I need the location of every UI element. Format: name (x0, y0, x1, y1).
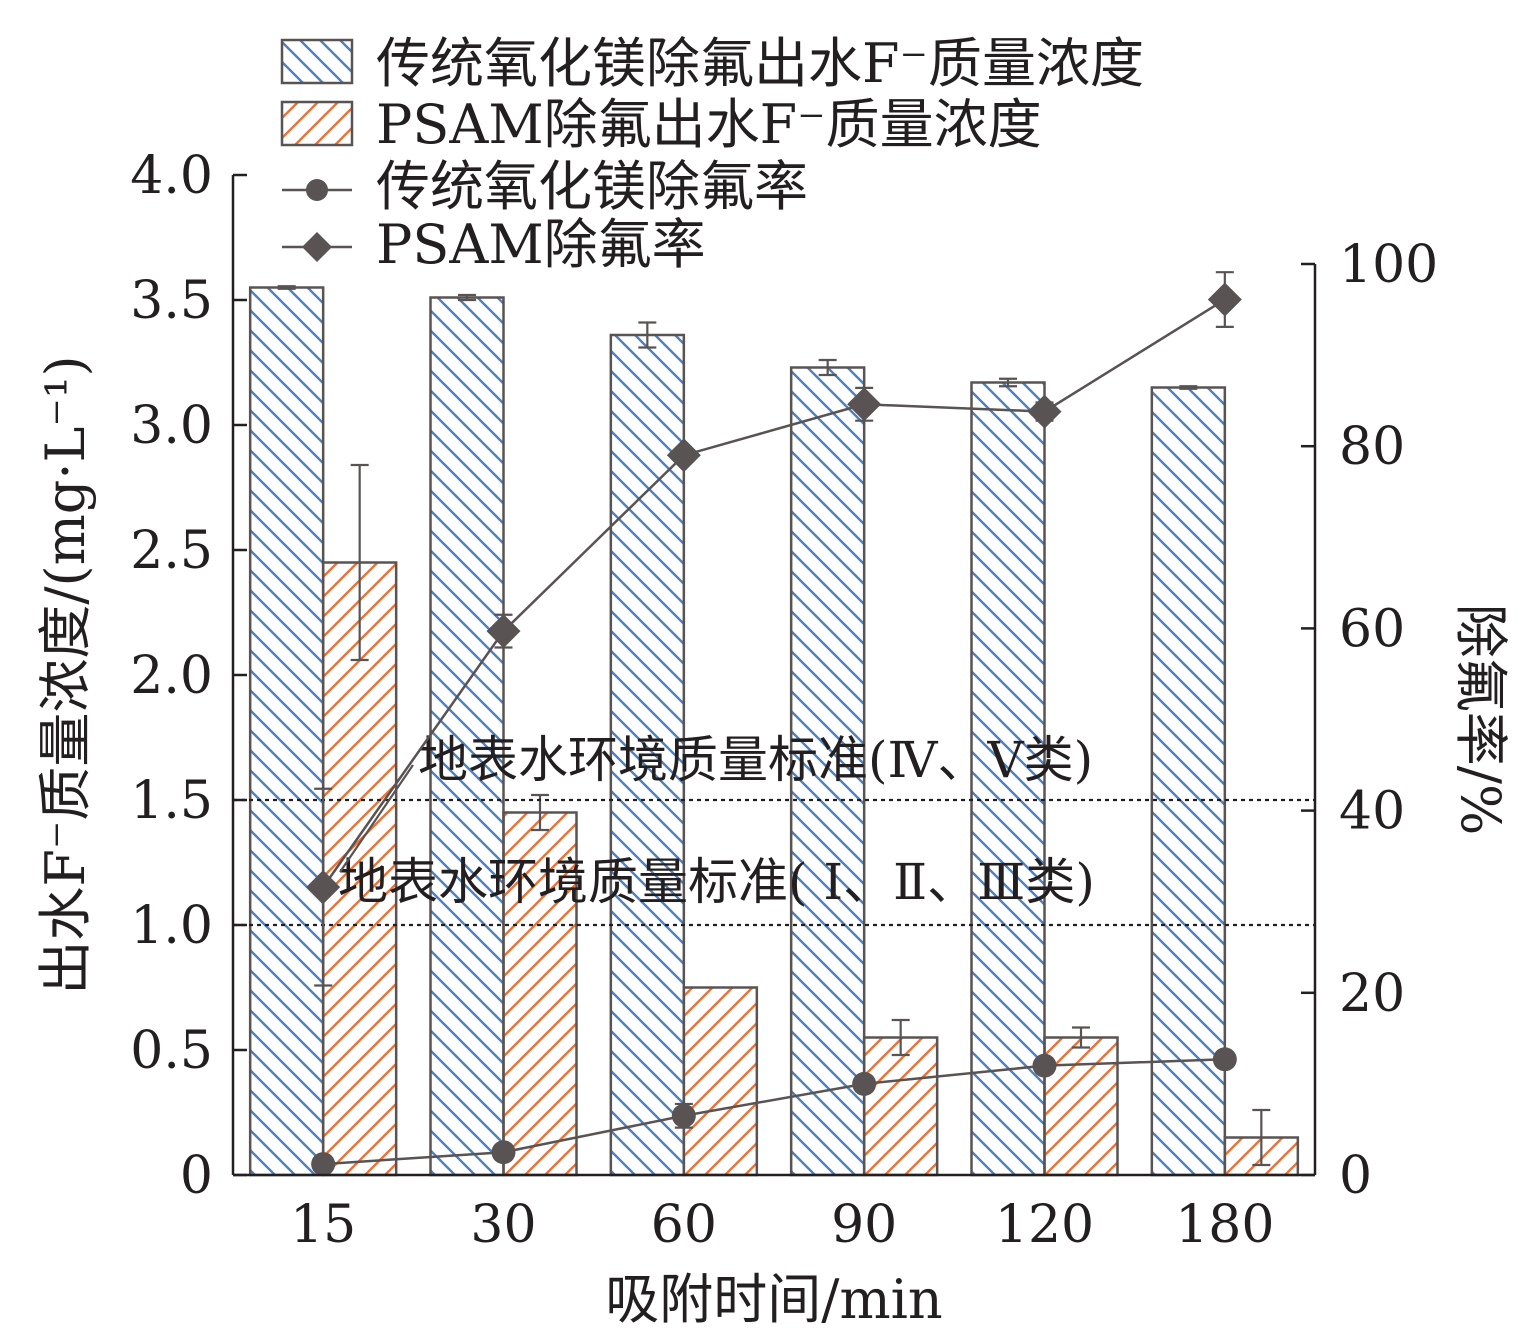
y2-tick-label: 80 (1339, 417, 1405, 477)
series-line-diamond (322, 298, 1226, 888)
x-tick-label: 90 (831, 1195, 897, 1255)
bar-traditional-mgo (248, 286, 325, 1177)
annotation-leader (339, 764, 414, 873)
data-point-circle (852, 1071, 877, 1096)
legend-label: 传统氧化镁除氟率 (376, 155, 808, 218)
y-tick-label: 1.0 (130, 896, 213, 956)
legend-diamond-marker (302, 232, 332, 262)
legend-swatch-orange-hatch (280, 100, 354, 147)
series-line-circle (323, 1058, 1225, 1166)
x-tick-label: 60 (651, 1195, 717, 1255)
x-tick-label: 180 (1175, 1195, 1274, 1255)
legend-item-psam-concentration: PSAM除氟出水F⁻质量浓度 (280, 93, 1042, 156)
y2-axis-title: 除氟率/% (1449, 604, 1512, 836)
bar-layer (248, 285, 1300, 1177)
x-tick-label: 15 (290, 1195, 356, 1255)
bar-psam (682, 986, 759, 1177)
y2-tick-label: 0 (1339, 1146, 1372, 1206)
y-tick-label: 2.0 (130, 646, 213, 706)
y-tick-label: 0 (180, 1146, 213, 1206)
y-tick-label: 0.5 (130, 1021, 213, 1081)
legend-swatch-blue-hatch (280, 38, 354, 85)
data-point-diamond (306, 870, 341, 905)
legend-item-psam-rate: PSAM除氟率 (282, 213, 706, 276)
x-axis-title: 吸附时间/min (605, 1268, 942, 1331)
reference-line-layer: 地表水环境质量标准(Ⅳ、Ⅴ类) 地表水环境质量标准( Ⅰ、Ⅱ、Ⅲ类) (233, 731, 1315, 927)
legend: 传统氧化镁除氟出水F⁻质量浓度 PSAM除氟出水F⁻质量浓度 传统氧化镁除氟率 … (280, 32, 1144, 276)
y2-tick-label: 40 (1339, 782, 1405, 842)
y-axis-title: 出水F⁻质量浓度/(mg·L⁻¹) (34, 355, 97, 994)
data-point-diamond (1027, 394, 1062, 429)
data-point-diamond (847, 387, 882, 422)
y-tick-label: 1.5 (130, 771, 213, 831)
data-point-circle (671, 1103, 696, 1128)
line-layer (306, 271, 1242, 1177)
y-tick-label: 3.5 (130, 271, 213, 331)
y-tick-label: 2.5 (130, 521, 213, 581)
data-point-diamond (486, 614, 521, 649)
bar-psam (862, 1036, 939, 1177)
legend-label: PSAM除氟率 (376, 213, 706, 276)
data-point-diamond (1207, 282, 1242, 317)
reference-line-label: 地表水环境质量标准(Ⅳ、Ⅴ类) (418, 731, 1093, 789)
data-point-diamond (666, 438, 701, 473)
legend-circle-marker (306, 179, 328, 201)
x-tick-label: 30 (470, 1195, 536, 1255)
legend-item-traditional-mgo-concentration: 传统氧化镁除氟出水F⁻质量浓度 (280, 32, 1144, 95)
legend-item-traditional-mgo-rate: 传统氧化镁除氟率 (282, 155, 808, 218)
legend-label: PSAM除氟出水F⁻质量浓度 (376, 93, 1042, 156)
reference-line-label: 地表水环境质量标准( Ⅰ、Ⅱ、Ⅲ类) (338, 853, 1095, 911)
y-tick-label: 3.0 (130, 396, 213, 456)
x-tick-label: 120 (995, 1195, 1094, 1255)
data-point-circle (491, 1140, 516, 1165)
bar-psam (502, 811, 578, 1177)
legend-label: 传统氧化镁除氟出水F⁻质量浓度 (376, 32, 1144, 95)
y2-tick-label: 60 (1339, 599, 1405, 659)
axes: 0 0.5 1.0 1.5 2.0 2.5 3.0 3.5 4.0 0 20 40 60 80 100 15 3… (34, 146, 1512, 1331)
data-point-circle (1032, 1053, 1057, 1078)
y2-tick-label: 20 (1339, 964, 1405, 1024)
data-point-circle (1212, 1047, 1237, 1072)
y-tick-label: 4.0 (130, 146, 213, 206)
y2-tick-label: 100 (1339, 235, 1438, 295)
bar-traditional-mgo (609, 333, 686, 1177)
data-point-circle (311, 1152, 336, 1177)
bar-psam (1043, 1036, 1119, 1177)
